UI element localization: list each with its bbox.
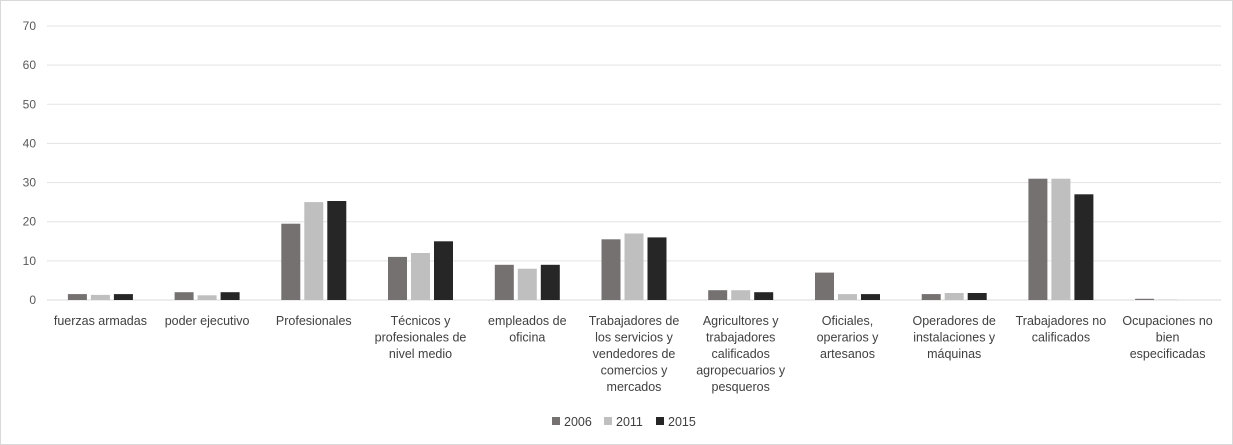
bar-2006-0 [67,294,87,300]
bar-2011-4 [517,268,537,300]
bar-2011-2 [304,202,324,300]
category-label: Agricultores y trabajadores calificados agr… [696,314,786,394]
bar-2015-8 [967,293,987,300]
bar-2015-2 [327,201,347,300]
legend-label: 2006 [564,415,592,429]
legend-swatch [656,417,664,425]
bar-2011-6 [731,290,751,300]
bar-2006-3 [388,256,407,300]
y-tick-label: 60 [23,58,37,72]
bar-2006-5 [601,239,621,300]
category-label: empleados de oficina [488,314,567,345]
y-tick-label: 0 [29,293,36,307]
bar-2006-6 [708,290,728,300]
bar-2015-3 [434,241,453,300]
bars [67,178,1178,300]
y-axis-ticks: 0 10 20 30 40 50 60 70 [23,19,37,307]
bar-2006-9 [1028,178,1048,300]
category-label: Técnicos y profesionales de nivel medio [375,314,467,361]
category-label: Profesionales [276,314,352,328]
y-tick-label: 50 [23,97,37,111]
y-tick-label: 20 [23,215,37,229]
category-label: Oficiales, operarios y artesanos [817,314,880,361]
legend-label: 2015 [668,415,696,429]
bar-2015-4 [540,264,560,300]
y-tick-label: 70 [23,19,37,33]
bar-2006-4 [494,264,514,300]
bar-2015-0 [113,294,133,300]
gridlines [47,25,1221,301]
category-label: Trabajadores no calificados [1016,314,1107,345]
category-labels: fuerzas armadas poder ejecutivo Profesiona… [54,314,1213,394]
bar-2011-9 [1051,178,1071,300]
legend-item-2011: 2011 [604,415,643,429]
legend-item-2006: 2006 [552,415,592,429]
bar-2006-10 [1135,298,1155,300]
legend-swatch [552,417,560,425]
bar-2011-0 [90,294,110,300]
bar-2015-1 [220,292,240,300]
bar-2006-1 [174,292,194,300]
bar-2006-7 [815,272,834,300]
bar-2011-8 [944,293,964,300]
bar-2011-1 [197,295,217,300]
bar-2015-9 [1074,194,1094,300]
category-label: fuerzas armadas [54,314,147,328]
category-label: Ocupaciones no bien especificadas [1122,314,1212,361]
bar-2015-5 [647,237,667,300]
bar-2015-7 [861,294,880,300]
legend-item-2015: 2015 [656,415,696,429]
bar-2011-3 [411,253,430,300]
bar-2011-7 [838,294,857,300]
legend-label: 2011 [616,415,643,429]
bar-2011-5 [624,233,644,300]
bar-2015-6 [754,292,774,300]
category-label: Operadores de instalaciones y máquinas [913,314,996,361]
bar-2006-2 [281,223,301,300]
y-tick-label: 30 [23,176,37,190]
bar-2006-8 [921,294,941,300]
y-tick-label: 10 [23,254,37,268]
category-label: poder ejecutivo [165,314,250,328]
y-tick-label: 40 [23,136,37,150]
category-label: Trabajadores de los servicios y vendedores… [589,314,680,394]
legend-swatch [604,417,612,425]
legend: 2006 2011 2015 [552,415,696,429]
